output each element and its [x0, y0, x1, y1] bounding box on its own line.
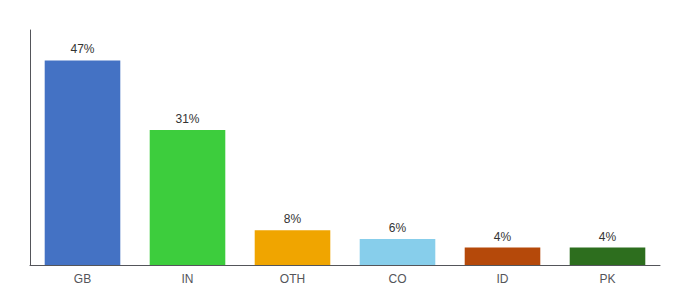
svg-text:4%: 4% — [494, 230, 512, 244]
svg-text:ID: ID — [497, 272, 509, 286]
svg-text:47%: 47% — [70, 42, 94, 56]
svg-text:PK: PK — [599, 272, 615, 286]
svg-text:31%: 31% — [175, 112, 199, 126]
svg-text:8%: 8% — [284, 212, 302, 226]
svg-text:CO: CO — [389, 272, 407, 286]
svg-text:OTH: OTH — [280, 272, 305, 286]
svg-text:6%: 6% — [389, 221, 407, 235]
svg-text:4%: 4% — [599, 230, 617, 244]
svg-text:GB: GB — [74, 272, 91, 286]
svg-text:IN: IN — [182, 272, 194, 286]
